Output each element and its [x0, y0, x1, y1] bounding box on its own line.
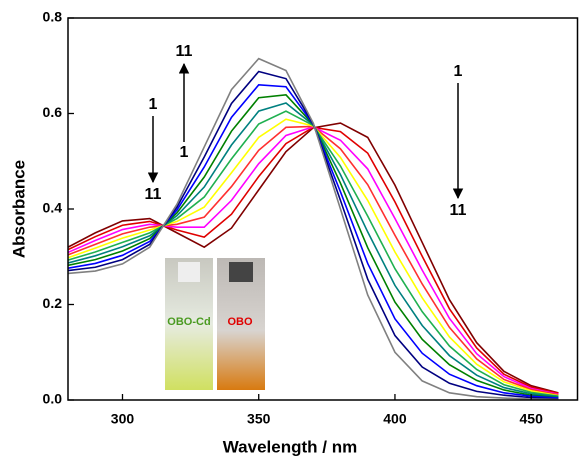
series-line — [68, 126, 559, 395]
annotation: 1 — [180, 144, 189, 161]
x-tick-label: 450 — [520, 411, 544, 427]
x-tick-label: 350 — [247, 411, 271, 427]
inset-photo: OBO-Cd OBO — [165, 258, 265, 390]
series-line — [68, 118, 559, 397]
plot-frame — [67, 17, 579, 401]
y-tick-label: 0.0 — [43, 391, 63, 407]
y-tick-label: 0.4 — [43, 200, 63, 216]
inset-label: OBO-Cd — [167, 316, 210, 328]
plot-area — [68, 57, 559, 400]
vial-cap — [229, 262, 253, 282]
series-line — [68, 125, 559, 396]
annotations: 1 11 11 1 1 11 — [145, 43, 467, 219]
annotation: 11 — [176, 43, 193, 60]
y-tick-label: 0.2 — [43, 295, 63, 311]
series-line — [68, 126, 559, 396]
series-line — [68, 57, 559, 400]
series-line — [68, 110, 559, 397]
inset-label: OBO — [227, 316, 253, 328]
y-tick-label: 0.6 — [43, 104, 63, 120]
annotation: 11 — [145, 186, 162, 203]
x-tick-label: 300 — [111, 411, 135, 427]
annotation: 1 — [454, 63, 463, 80]
vial-cap — [178, 262, 200, 282]
y-tick-label: 0.8 — [43, 9, 63, 25]
annotation: 11 — [450, 202, 467, 219]
x-axis-title: Wavelength / nm — [223, 437, 357, 456]
y-axis-title: Absorbance — [9, 160, 28, 258]
annotation: 1 — [149, 96, 158, 113]
x-tick-label: 400 — [383, 411, 407, 427]
series-line — [68, 122, 559, 394]
